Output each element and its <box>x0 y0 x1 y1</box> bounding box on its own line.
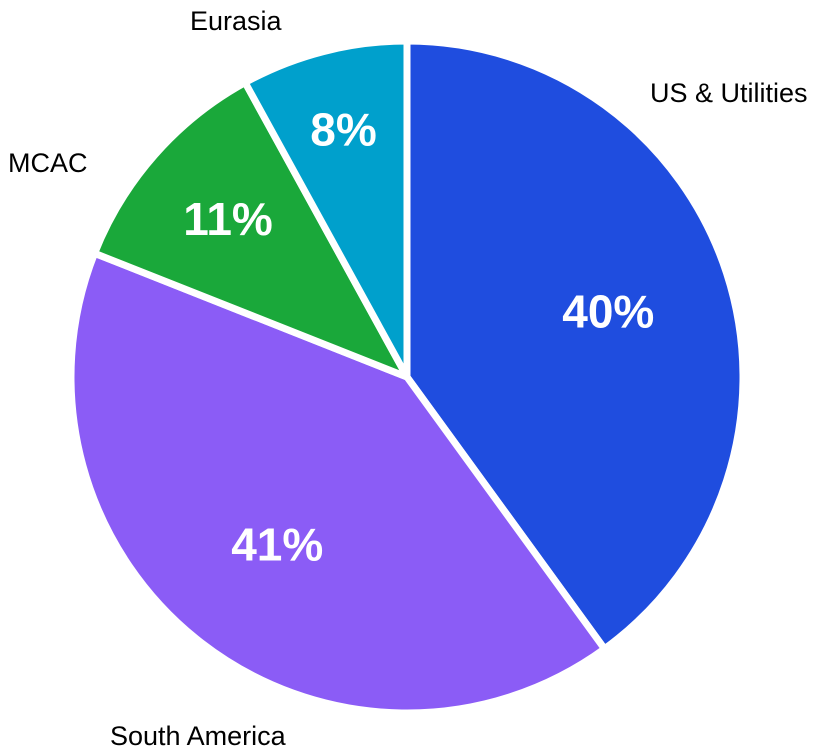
pie-percent-label-south-america: 41% <box>231 518 323 570</box>
pie-percent-label-us-and-utilities: 40% <box>562 286 654 338</box>
pie-percent-label-eurasia: 8% <box>310 104 376 156</box>
pie-category-label-us-and-utilities: US & Utilities <box>650 78 808 108</box>
pie-slices <box>67 37 747 717</box>
pie-category-labels: US & Utilities South America MCAC Eurasia <box>8 6 808 751</box>
pie-percent-label-mcac: 11% <box>183 193 273 245</box>
pie-percent-labels: 40% 41% 11% 8% <box>183 104 654 571</box>
pie-slice-mcac <box>90 77 415 384</box>
pie-category-label-eurasia: Eurasia <box>190 6 283 36</box>
pie-slice-us-and-utilities <box>403 37 747 654</box>
pie-slice-south-america <box>67 248 610 717</box>
pie-slice-eurasia <box>240 37 411 379</box>
pie-category-label-south-america: South America <box>110 721 287 751</box>
pie-category-label-mcac: MCAC <box>8 148 88 178</box>
